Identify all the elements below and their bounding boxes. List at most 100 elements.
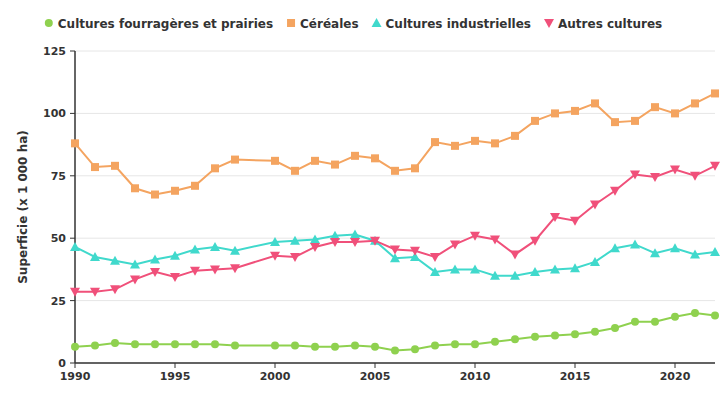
data-point: [470, 264, 480, 273]
x-tick-label: 1990: [60, 370, 91, 383]
data-point: [91, 163, 99, 171]
data-point: [291, 167, 299, 175]
data-point: [571, 330, 579, 338]
data-point: [611, 324, 619, 332]
y-axis-label: Superficie (x 1 000 ha): [16, 130, 30, 284]
data-point: [431, 138, 439, 146]
data-point: [550, 264, 560, 273]
data-point: [711, 89, 719, 97]
data-point: [211, 164, 219, 172]
data-point: [190, 267, 200, 276]
legend-label: Cultures fourragères et prairies: [58, 17, 273, 31]
data-point: [70, 288, 80, 297]
data-point: [490, 235, 500, 244]
data-point: [530, 267, 540, 276]
data-point: [511, 132, 519, 140]
y-axis: [74, 51, 76, 363]
data-point: [171, 187, 179, 195]
y-tick-label: 50: [51, 232, 67, 245]
grid-line: [75, 175, 715, 176]
data-point: [71, 343, 79, 351]
data-point: [170, 251, 180, 260]
data-point: [690, 172, 700, 181]
data-point: [230, 246, 240, 255]
data-point: [670, 243, 680, 252]
y-tick-label: 0: [58, 357, 66, 370]
chart: 0255075100125199019952000200520102015202…: [0, 0, 725, 400]
data-point: [610, 243, 620, 252]
data-point: [450, 240, 460, 249]
data-point: [191, 340, 199, 348]
data-point: [371, 154, 379, 162]
x-tick-label: 1995: [160, 370, 191, 383]
data-point: [430, 253, 440, 262]
series-line: [75, 234, 715, 275]
data-point: [650, 173, 660, 182]
data-point: [590, 257, 600, 266]
data-point: [491, 338, 499, 346]
data-point: [431, 342, 439, 350]
legend-label: Cultures industrielles: [386, 17, 531, 31]
data-point: [150, 268, 160, 277]
data-point: [110, 256, 120, 265]
data-point: [70, 242, 80, 251]
data-point: [631, 117, 639, 125]
data-point: [271, 157, 279, 165]
legend-marker: [45, 19, 53, 27]
grid-line: [75, 300, 715, 301]
data-point: [691, 99, 699, 107]
y-tick-label: 125: [43, 45, 66, 58]
legend: Cultures fourragères et prairiesCéréales…: [45, 17, 662, 31]
data-point: [611, 118, 619, 126]
data-point: [670, 166, 680, 175]
data-point: [91, 342, 99, 350]
data-point: [110, 285, 120, 294]
data-point: [531, 333, 539, 341]
data-point: [690, 249, 700, 258]
data-point: [351, 152, 359, 160]
data-point: [391, 167, 399, 175]
data-point: [311, 343, 319, 351]
y-tick-label: 75: [51, 170, 66, 183]
data-point: [710, 162, 720, 171]
x-tick-label: 2010: [460, 370, 491, 383]
data-point: [131, 184, 139, 192]
plot-area: [70, 89, 720, 354]
legend-marker: [287, 19, 295, 27]
data-point: [710, 247, 720, 256]
data-point: [470, 232, 480, 241]
data-point: [371, 343, 379, 351]
data-point: [530, 237, 540, 246]
data-point: [531, 117, 539, 125]
data-point: [151, 191, 159, 199]
series-line: [75, 166, 715, 292]
data-point: [651, 318, 659, 326]
series-line: [75, 313, 715, 350]
data-point: [551, 109, 559, 117]
data-point: [330, 238, 340, 247]
series-line: [75, 93, 715, 194]
data-point: [350, 238, 360, 247]
data-point: [231, 342, 239, 350]
data-point: [591, 328, 599, 336]
data-point: [130, 259, 140, 268]
x-tick-label: 2005: [360, 370, 391, 383]
data-point: [510, 250, 520, 259]
data-point: [410, 247, 420, 256]
data-point: [111, 162, 119, 170]
data-point: [610, 187, 620, 196]
data-point: [711, 312, 719, 320]
data-point: [310, 243, 320, 252]
data-point: [451, 142, 459, 150]
data-point: [171, 340, 179, 348]
data-point: [411, 345, 419, 353]
data-point: [130, 275, 140, 284]
data-point: [71, 139, 79, 147]
data-point: [210, 265, 220, 274]
x-tick-label: 2020: [660, 370, 691, 383]
data-point: [290, 236, 300, 245]
data-point: [430, 267, 440, 276]
data-point: [290, 253, 300, 262]
data-point: [671, 109, 679, 117]
data-point: [651, 103, 659, 111]
